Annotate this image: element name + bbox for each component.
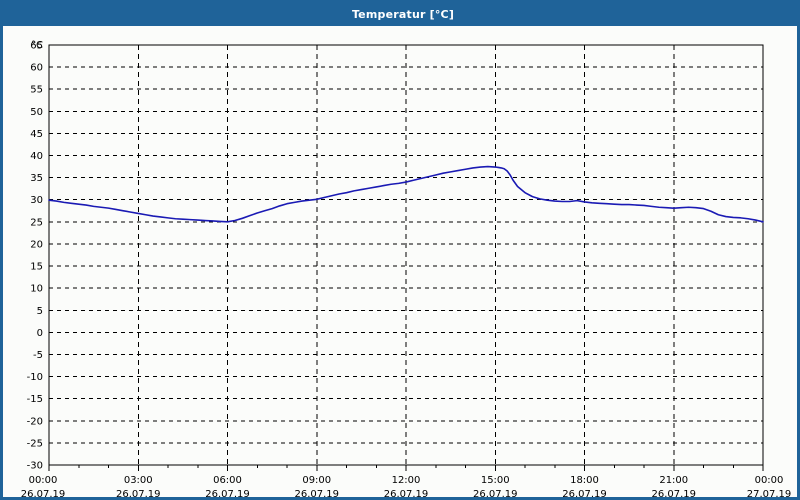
y-axis-tick-label: 25 <box>30 217 43 228</box>
x-axis-date-label: 26.07.19 <box>116 489 161 500</box>
y-axis-tick-label: 30 <box>30 195 43 206</box>
y-axis-tick-label: 15 <box>30 262 43 273</box>
temperature-line-chart: 65605550454035302520151050-5-10-15-20-25… <box>21 40 792 500</box>
y-axis-tick-label: -10 <box>27 372 43 383</box>
x-axis-time-label: 06:00 <box>213 475 242 486</box>
x-axis-time-label: 15:00 <box>481 475 510 486</box>
y-axis-unit-label: °C <box>31 40 43 51</box>
y-axis-tick-label: -20 <box>27 416 43 427</box>
window-titlebar: Temperatur [°C] <box>3 3 797 26</box>
x-axis-date-label: 27.07.19 <box>747 489 792 500</box>
x-axis-date-label: 26.07.19 <box>21 489 66 500</box>
x-axis-time-label: 21:00 <box>659 475 688 486</box>
y-axis-tick-label: 55 <box>30 85 43 96</box>
y-axis-tick-label: -30 <box>27 461 43 472</box>
y-axis-tick-label: 20 <box>30 239 43 250</box>
x-axis-time-label: 00:00 <box>755 475 784 486</box>
x-axis-date-label: 26.07.19 <box>562 489 607 500</box>
y-axis-tick-label: 10 <box>30 284 43 295</box>
y-axis-tick-label: 60 <box>30 63 43 74</box>
data-series-line <box>48 165 764 223</box>
y-axis-tick-label: 50 <box>30 107 43 118</box>
x-axis-date-label: 26.07.19 <box>384 489 429 500</box>
y-axis-tick-label: 5 <box>37 306 43 317</box>
x-axis-date-label: 26.07.19 <box>205 489 250 500</box>
y-axis-tick-label: 40 <box>30 151 43 162</box>
x-axis-date-label: 26.07.19 <box>651 489 696 500</box>
x-axis-time-label: 03:00 <box>124 475 153 486</box>
y-axis-tick-label: -15 <box>27 394 43 405</box>
x-axis-date-label: 26.07.19 <box>473 489 518 500</box>
y-axis-tick-label: 0 <box>37 328 43 339</box>
chart-canvas: 65 60 55 50 45 40 35 30 25 20 15 10 5 0 -5 -10 -15 -20 -25… <box>3 26 797 500</box>
window-title: Temperatur [°C] <box>351 8 455 21</box>
x-axis-time-label: 00:00 <box>29 475 58 486</box>
y-axis-tick-label: 35 <box>30 173 43 184</box>
y-axis-tick-label: -25 <box>27 438 43 449</box>
y-axis-tick-label: 45 <box>30 129 43 140</box>
x-axis-time-label: 09:00 <box>302 475 331 486</box>
y-axis-tick-label: -5 <box>33 350 43 361</box>
x-axis-time-label: 18:00 <box>570 475 599 486</box>
x-axis-date-label: 26.07.19 <box>294 489 339 500</box>
y-axis-tick-label: 65 <box>30 41 43 52</box>
x-axis-time-label: 12:00 <box>392 475 421 486</box>
